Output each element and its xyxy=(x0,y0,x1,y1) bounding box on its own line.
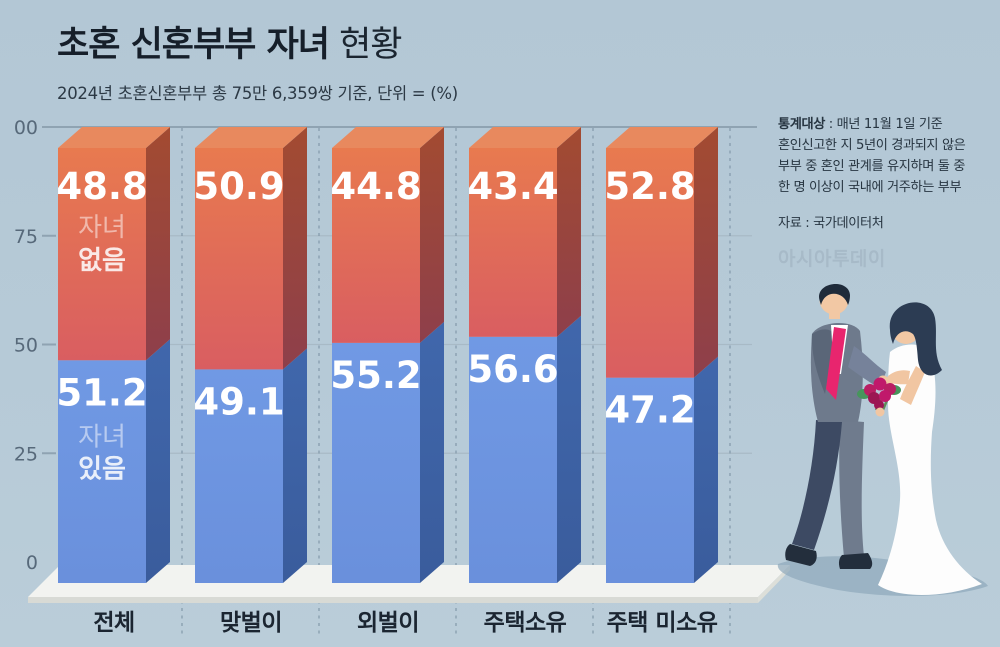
category-label: 외벌이 xyxy=(357,610,419,636)
series-label: 자녀 xyxy=(78,422,126,452)
value-label-has-children: 55.2 xyxy=(330,354,421,397)
stat-notes: 통계대상 : 매년 11월 1일 기준 혼인신고한 지 5년이 경과되지 않은 … xyxy=(778,114,993,274)
value-label-no-children: 43.4 xyxy=(467,165,558,208)
bouquet xyxy=(857,377,901,417)
stat-description: 통계대상 : 매년 11월 1일 기준 혼인신고한 지 5년이 경과되지 않은 … xyxy=(778,117,966,196)
data-source: 자료 : 국가데이터처 xyxy=(778,215,884,231)
value-label-has-children: 49.1 xyxy=(193,380,284,423)
y-axis-label: 00 xyxy=(14,117,38,139)
groom-hair xyxy=(819,283,850,305)
title-light: 현황 xyxy=(328,25,402,65)
groom-figure xyxy=(785,283,889,569)
value-label-has-children: 47.2 xyxy=(604,389,695,432)
value-label-has-children: 56.6 xyxy=(467,348,558,391)
publisher-logo: 아시아투데이 xyxy=(778,247,886,270)
category-label: 주택소유 xyxy=(484,610,567,636)
series-label: 없음 xyxy=(78,246,126,276)
bride-hair xyxy=(889,302,942,376)
stat-label: 통계대상 xyxy=(778,117,825,132)
bride-figure xyxy=(857,302,982,595)
value-label-no-children: 44.8 xyxy=(330,165,421,208)
y-axis-label: 50 xyxy=(14,335,38,357)
value-label-no-children: 50.9 xyxy=(193,165,284,208)
title-strong: 초혼 신혼부부 자녀 xyxy=(57,25,330,65)
newlyweds-illustration xyxy=(777,283,988,596)
page-title: 초혼 신혼부부 자녀 현황 xyxy=(57,26,458,65)
category-label: 주택 미소유 xyxy=(607,610,718,636)
value-label-no-children: 52.8 xyxy=(604,165,695,208)
value-label-no-children: 48.8 xyxy=(56,165,147,208)
chart-header: 초혼 신혼부부 자녀 현황 2024년 초혼신혼부부 총 75만 6,359쌍 … xyxy=(57,26,458,104)
page-subtitle: 2024년 초혼신혼부부 총 75만 6,359쌍 기준, 단위 = (%) xyxy=(57,83,458,103)
category-label: 맞벌이 xyxy=(220,610,282,636)
y-axis-label: 0 xyxy=(26,552,38,574)
category-label: 전체 xyxy=(93,610,134,636)
value-label-has-children: 51.2 xyxy=(56,371,147,414)
bride-dress xyxy=(878,344,982,595)
series-label: 있음 xyxy=(78,454,126,484)
y-axis-label: 75 xyxy=(14,226,38,248)
y-axis-label: 25 xyxy=(14,443,38,465)
series-label: 자녀 xyxy=(78,213,126,243)
